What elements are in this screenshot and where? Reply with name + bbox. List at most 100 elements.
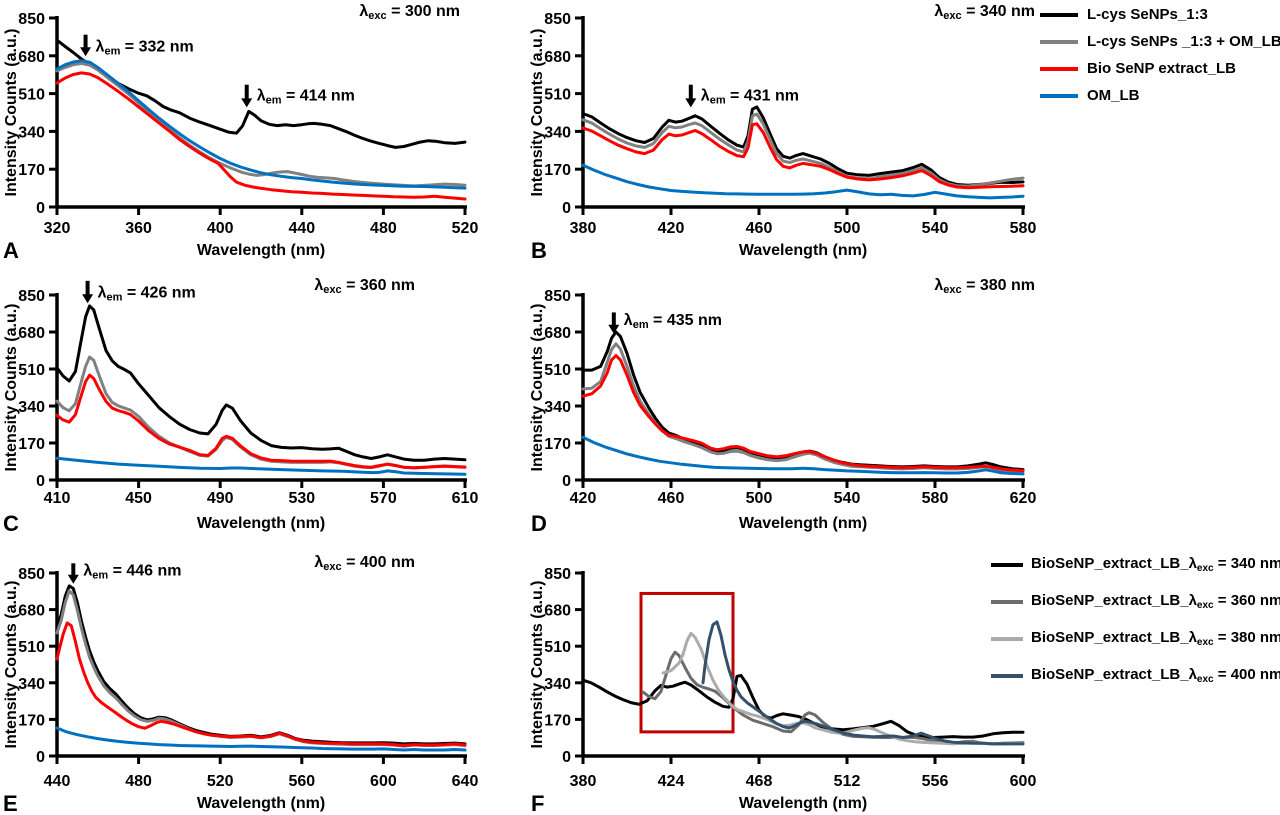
excitation-label: λexc = 360 nm (314, 277, 415, 296)
legend-excitations: BioSeNP_extract_LB_λexc = 340 nm BioSeNP_… (991, 546, 1280, 694)
excitation-label: λexc = 340 nm (934, 3, 1035, 22)
y-tick-label: 510 (18, 87, 45, 104)
x-axis-title: Wavelength (nm) (197, 515, 325, 532)
x-axis-title: Wavelength (nm) (739, 515, 867, 532)
series-line (55, 59, 467, 190)
series-line (581, 163, 1025, 200)
y-tick-label: 340 (544, 676, 571, 693)
panel-f-plot: 380 424 468 512 556 600 0 170 340 510 680 850 Wavele… (529, 566, 1037, 815)
legend-label: BioSeNP_extract_LB_λexc = 360 nm (1031, 591, 1280, 611)
x-tick-label: 512 (834, 773, 861, 790)
y-tick-label: 0 (562, 200, 571, 217)
legend-line-swatch-icon (1040, 39, 1078, 44)
panel-letter: C (3, 511, 19, 536)
series-line (661, 631, 1025, 746)
x-tick-label: 540 (922, 220, 949, 237)
legend-line-swatch-icon (1040, 12, 1078, 17)
x-tick-label: 540 (834, 490, 861, 507)
panel-d-plot: 420 460 500 540 580 620 0 170 340 510 680 850 Wavele… (529, 277, 1037, 536)
x-tick-label: 360 (125, 220, 152, 237)
legend-label: Bio SeNP extract_LB (1087, 60, 1236, 77)
series-line (55, 621, 467, 747)
x-tick-label: 440 (44, 773, 71, 790)
y-tick-label: 0 (36, 473, 45, 490)
x-tick-label: 410 (44, 490, 71, 507)
panel-letter: D (531, 511, 547, 536)
y-tick-label: 850 (544, 11, 571, 28)
panel-a-plot: 320 360 400 440 480 520 0 170 340 510 680 850 Wavele… (3, 3, 478, 263)
series-line (55, 584, 467, 746)
x-tick-label: 320 (44, 220, 71, 237)
emission-arrow-head-icon (80, 47, 92, 57)
series-line (55, 71, 467, 201)
y-tick-label: 170 (544, 162, 571, 179)
legend-line-swatch-icon (991, 673, 1023, 678)
y-tick-label: 170 (544, 712, 571, 729)
y-tick-label: 850 (544, 288, 571, 305)
y-axis-title: Intensity Counts (a.u.) (3, 29, 20, 197)
y-tick-label: 510 (544, 87, 571, 104)
y-tick-label: 340 (18, 399, 45, 416)
legend-line-swatch-icon (991, 599, 1023, 604)
y-tick-label: 170 (544, 436, 571, 453)
series-line (701, 620, 1025, 746)
y-tick-label: 680 (18, 603, 45, 620)
y-tick-label: 680 (544, 49, 571, 66)
panel-letter: B (531, 238, 547, 263)
legend-label: OM_LB (1087, 87, 1140, 104)
x-tick-label: 610 (452, 490, 479, 507)
y-tick-label: 340 (18, 124, 45, 141)
x-tick-label: 600 (1010, 773, 1037, 790)
y-tick-label: 170 (18, 436, 45, 453)
emission-arrow-head-icon (241, 98, 253, 108)
emission-label: λem = 431 nm (701, 88, 799, 107)
emission-label: λem = 332 nm (96, 38, 194, 57)
y-tick-label: 340 (18, 676, 45, 693)
y-tick-label: 0 (36, 200, 45, 217)
x-tick-label: 480 (370, 220, 397, 237)
x-tick-label: 620 (1010, 490, 1037, 507)
x-tick-label: 460 (658, 490, 685, 507)
series-line (581, 112, 1025, 188)
y-tick-label: 0 (36, 749, 45, 766)
y-tick-label: 680 (544, 603, 571, 620)
emission-arrow-head-icon (67, 574, 79, 584)
legend-label: BioSeNP_extract_LB_λexc = 340 nm (1031, 554, 1280, 574)
legend-line-swatch-icon (991, 636, 1023, 641)
x-tick-label: 580 (1010, 220, 1037, 237)
x-tick-label: 500 (834, 220, 861, 237)
legend-samples: L-cys SeNPs_1:3 L-cys SeNPs _1:3 + OM_LB B… (1040, 1, 1280, 109)
emission-arrow-head-icon (608, 324, 620, 334)
panel-letter: F (531, 791, 544, 815)
y-tick-label: 850 (18, 288, 45, 305)
legend-item: OM_LB (1040, 82, 1280, 109)
series-line (581, 674, 1025, 739)
y-tick-label: 680 (18, 325, 45, 342)
legend-item: BioSeNP_extract_LB_λexc = 380 nm (991, 620, 1280, 657)
legend-item: BioSeNP_extract_LB_λexc = 360 nm (991, 583, 1280, 620)
series-line (581, 105, 1025, 187)
y-tick-label: 510 (544, 362, 571, 379)
excitation-label: λexc = 400 nm (314, 554, 415, 573)
y-tick-label: 680 (544, 325, 571, 342)
legend-label: L-cys SeNPs_1:3 (1087, 6, 1208, 23)
x-tick-label: 556 (922, 773, 949, 790)
x-tick-label: 468 (746, 773, 773, 790)
y-tick-label: 850 (18, 11, 45, 28)
panel-letter: A (3, 238, 19, 263)
excitation-label: λexc = 380 nm (934, 277, 1035, 296)
legend-item: BioSeNP_extract_LB_λexc = 340 nm (991, 546, 1280, 583)
emission-label: λem = 435 nm (624, 312, 722, 331)
x-tick-label: 440 (288, 220, 315, 237)
series-line (55, 304, 467, 462)
legend-label: BioSeNP_extract_LB_λexc = 380 nm (1031, 628, 1280, 648)
x-axis-title: Wavelength (nm) (197, 795, 325, 812)
x-tick-label: 420 (658, 220, 685, 237)
x-tick-label: 460 (746, 220, 773, 237)
series-line (55, 726, 467, 752)
y-tick-label: 170 (18, 162, 45, 179)
legend-line-swatch-icon (1040, 93, 1078, 98)
legend-item: L-cys SeNPs _1:3 + OM_LB (1040, 28, 1280, 55)
y-axis-title: Intensity Counts (a.u.) (530, 29, 546, 197)
